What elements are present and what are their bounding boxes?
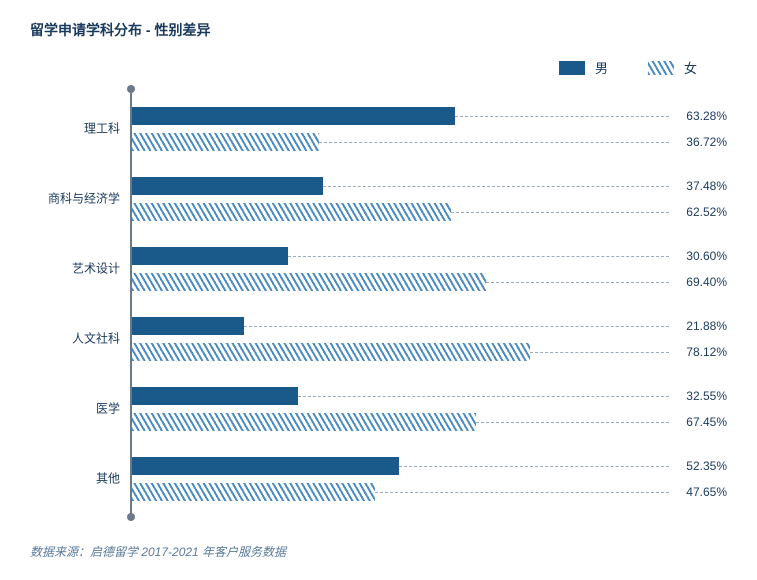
leader-line xyxy=(375,492,669,493)
female-swatch xyxy=(648,61,674,75)
male-value: 52.35% xyxy=(675,459,727,473)
leader-line xyxy=(486,282,669,283)
category-label: 医学 xyxy=(30,400,120,417)
category-group: 艺术设计30.60%69.40% xyxy=(130,233,727,303)
male-row: 30.60% xyxy=(132,247,727,265)
female-row: 47.65% xyxy=(132,483,727,501)
male-row: 37.48% xyxy=(132,177,727,195)
leader-line xyxy=(476,422,669,423)
category-group: 医学32.55%67.45% xyxy=(130,373,727,443)
female-bar xyxy=(132,203,451,221)
category-label: 人文社科 xyxy=(30,330,120,347)
female-row: 62.52% xyxy=(132,203,727,221)
axis-dot-top xyxy=(127,85,135,93)
leader-line xyxy=(244,326,669,327)
female-value: 78.12% xyxy=(675,345,727,359)
female-bar xyxy=(132,133,319,151)
female-row: 67.45% xyxy=(132,413,727,431)
legend: 男 女 xyxy=(30,58,727,77)
male-row: 52.35% xyxy=(132,457,727,475)
male-bar xyxy=(132,177,323,195)
male-row: 63.28% xyxy=(132,107,727,125)
female-bar xyxy=(132,483,375,501)
male-bar xyxy=(132,387,298,405)
female-bar xyxy=(132,273,486,291)
female-value: 47.65% xyxy=(675,485,727,499)
male-bar xyxy=(132,107,455,125)
leader-line xyxy=(298,396,669,397)
leader-line xyxy=(399,466,669,467)
leader-line xyxy=(455,116,669,117)
male-row: 32.55% xyxy=(132,387,727,405)
category-group: 商科与经济学37.48%62.52% xyxy=(130,163,727,233)
leader-line xyxy=(451,212,669,213)
male-bar xyxy=(132,457,399,475)
female-value: 62.52% xyxy=(675,205,727,219)
male-swatch xyxy=(559,61,585,75)
category-group: 人文社科21.88%78.12% xyxy=(130,303,727,373)
female-row: 36.72% xyxy=(132,133,727,151)
leader-line xyxy=(319,142,669,143)
male-bar xyxy=(132,247,288,265)
leader-line xyxy=(530,352,669,353)
category-group: 其他52.35%47.65% xyxy=(130,443,727,513)
male-value: 32.55% xyxy=(675,389,727,403)
male-value: 63.28% xyxy=(675,109,727,123)
male-bar xyxy=(132,317,244,335)
female-bar xyxy=(132,413,476,431)
legend-male-label: 男 xyxy=(595,58,608,77)
legend-item-female: 女 xyxy=(648,58,697,77)
category-label: 艺术设计 xyxy=(30,260,120,277)
female-value: 69.40% xyxy=(675,275,727,289)
leader-line xyxy=(323,186,669,187)
male-row: 21.88% xyxy=(132,317,727,335)
male-value: 30.60% xyxy=(675,249,727,263)
axis-dot-bottom xyxy=(127,513,135,521)
legend-female-label: 女 xyxy=(684,58,697,77)
female-row: 78.12% xyxy=(132,343,727,361)
female-value: 36.72% xyxy=(675,135,727,149)
female-bar xyxy=(132,343,530,361)
male-value: 37.48% xyxy=(675,179,727,193)
female-row: 69.40% xyxy=(132,273,727,291)
bar-chart: 理工科63.28%36.72%商科与经济学37.48%62.52%艺术设计30.… xyxy=(130,87,727,519)
female-value: 67.45% xyxy=(675,415,727,429)
male-value: 21.88% xyxy=(675,319,727,333)
category-group: 理工科63.28%36.72% xyxy=(130,93,727,163)
source-note: 数据来源：启德留学 2017-2021 年客户服务数据 xyxy=(30,543,727,560)
category-label: 商科与经济学 xyxy=(30,190,120,207)
category-label: 理工科 xyxy=(30,120,120,137)
category-label: 其他 xyxy=(30,470,120,487)
chart-title: 留学申请学科分布 - 性别差异 xyxy=(30,20,727,40)
legend-item-male: 男 xyxy=(559,58,608,77)
leader-line xyxy=(288,256,669,257)
